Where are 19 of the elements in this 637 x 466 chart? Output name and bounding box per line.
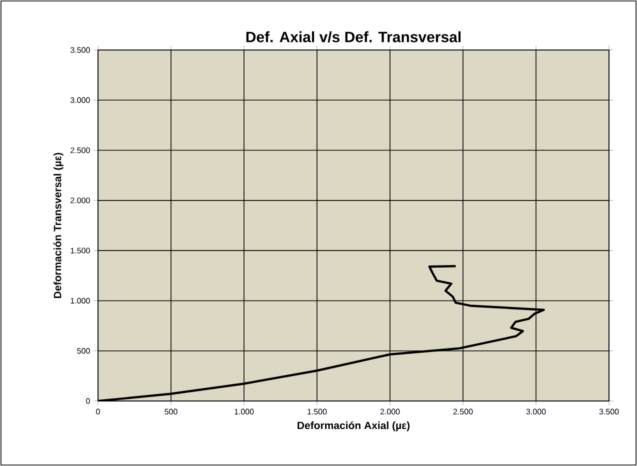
y-axis-title: Deformación Transversal (µε) <box>53 152 64 298</box>
y-tick-label: 500 <box>77 348 90 354</box>
y-tick-label: 3.000 <box>70 97 90 103</box>
x-axis-title: Deformación Axial (µε) <box>298 421 410 432</box>
x-tick-label: 1.000 <box>234 408 254 414</box>
x-tick-label: 500 <box>164 408 178 414</box>
x-tick-label: 2.000 <box>380 408 400 414</box>
x-tick-label: 0 <box>96 408 100 414</box>
y-tick-label: 0 <box>86 398 90 404</box>
chart-title: Def. Axial v/s Def. Transversal <box>246 31 461 42</box>
y-tick-label: 1.500 <box>70 248 90 254</box>
y-tick-label: 3.500 <box>70 47 90 53</box>
x-tick-label: 2.500 <box>453 408 473 414</box>
x-tick-label: 3.500 <box>599 408 619 414</box>
x-tick-label: 1.500 <box>308 408 327 414</box>
x-tick-label: 3.000 <box>526 408 546 414</box>
y-tick-label: 1.000 <box>70 298 90 304</box>
y-tick-label: 2.500 <box>70 147 90 154</box>
y-tick-label: 2.000 <box>70 198 90 204</box>
